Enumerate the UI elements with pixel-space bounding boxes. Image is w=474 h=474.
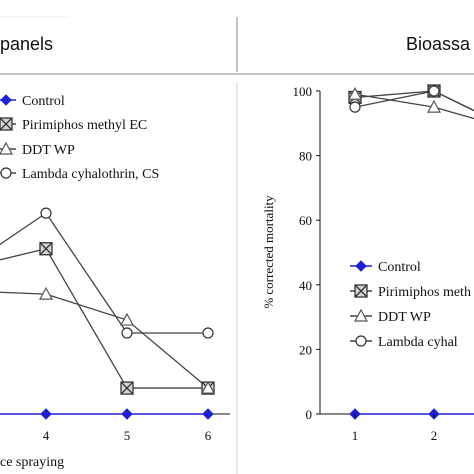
right-y-tick-label: 60 bbox=[299, 213, 312, 228]
left-x-tick-label: 6 bbox=[205, 428, 212, 443]
left-panel-label: panels bbox=[0, 34, 54, 54]
left-legend-marker-ddt bbox=[0, 141, 14, 155]
right-y-tick-label: 40 bbox=[299, 278, 312, 293]
right-point-ddt bbox=[426, 99, 442, 113]
left-point-control bbox=[202, 408, 214, 420]
left-x-axis-label: ce spraying bbox=[0, 455, 64, 470]
left-point-ddt bbox=[200, 380, 216, 394]
left-point-pirimiphos-x2 bbox=[39, 242, 53, 256]
right-legend-label-lambda: Lambda cyhal bbox=[378, 335, 458, 350]
right-x-tick-label: 2 bbox=[431, 428, 438, 443]
left-point-lambda bbox=[40, 207, 52, 219]
left-line-pirimiphos bbox=[0, 248, 208, 389]
right-line-ddt bbox=[354, 93, 474, 120]
right-legend-label-control: Control bbox=[378, 260, 421, 275]
left-legend-label-pirimiphos: Pirimiphos methyl EC bbox=[22, 118, 147, 133]
left-line-lambda bbox=[0, 212, 208, 334]
left-legend-marker-pirimiphos-x2 bbox=[0, 117, 13, 131]
left-legend-label-lambda: Lambda cyhalothrin, CS bbox=[22, 167, 159, 182]
right-legend-label-pirimiphos: Pirimiphos meth bbox=[378, 285, 471, 300]
right-legend-marker-pirimiphos-x2 bbox=[354, 284, 368, 298]
right-point-ddt bbox=[347, 86, 363, 100]
right-point-lambda bbox=[349, 101, 361, 113]
left-point-ddt bbox=[119, 312, 135, 326]
right-y-tick-label: 0 bbox=[306, 407, 313, 422]
right-y-axis-label: % corrected mortality bbox=[261, 195, 276, 309]
left-point-lambda bbox=[121, 327, 133, 339]
left-legend-label-control: Control bbox=[22, 94, 65, 109]
left-point-ddt bbox=[38, 286, 54, 300]
right-point-lambda bbox=[428, 85, 440, 97]
right-legend-label-ddt: DDT WP bbox=[378, 310, 431, 325]
right-y-tick-label: 20 bbox=[299, 342, 312, 357]
left-legend-label-ddt: DDT WP bbox=[22, 143, 75, 158]
left-point-control bbox=[40, 408, 52, 420]
right-legend-marker-ddt bbox=[353, 308, 369, 322]
left-legend-marker-lambda bbox=[0, 167, 12, 179]
left-x-tick-label: 4 bbox=[43, 428, 50, 443]
left-legend-marker-control bbox=[0, 94, 12, 106]
right-panel-label: Bioassa bbox=[406, 34, 471, 54]
right-y-tick-label: 100 bbox=[293, 84, 313, 99]
left-point-control bbox=[121, 408, 133, 420]
left-point-lambda bbox=[202, 327, 214, 339]
right-x-tick-label: 1 bbox=[352, 428, 359, 443]
right-y-tick-label: 80 bbox=[299, 149, 312, 164]
right-legend-marker-lambda bbox=[355, 335, 367, 347]
left-line-ddt bbox=[0, 291, 209, 389]
left-point-pirimiphos-x2 bbox=[120, 381, 134, 395]
left-x-tick-label: 5 bbox=[124, 428, 131, 443]
right-legend-marker-control bbox=[355, 260, 367, 272]
